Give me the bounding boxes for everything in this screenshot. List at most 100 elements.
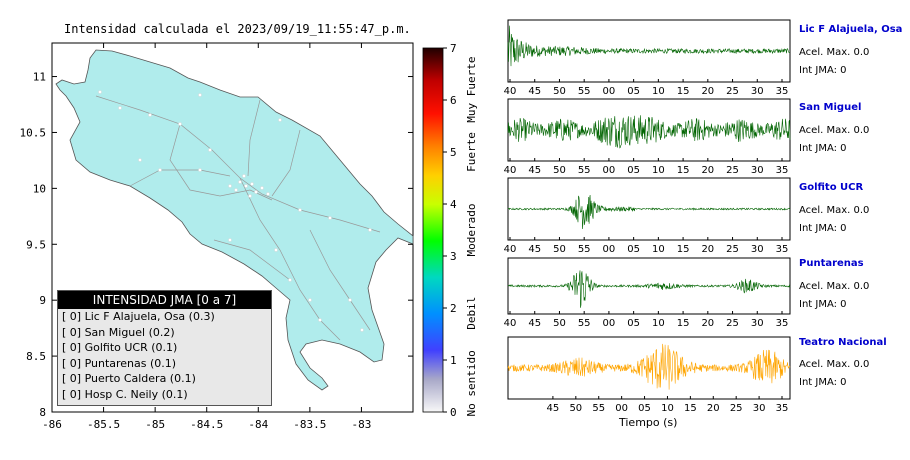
station-marker [234, 188, 238, 192]
trace-tick-label: 55 [578, 318, 591, 329]
trace-tick-label: 20 [707, 403, 720, 414]
trace-tick-label: 55 [578, 165, 591, 176]
trace-tick-label: 45 [547, 403, 560, 414]
colorbar-tick-label: 6 [450, 94, 457, 107]
station-marker [260, 186, 264, 190]
trace-tick-label: 40 [504, 165, 517, 176]
colorbar-tick-label: 4 [450, 198, 457, 211]
legend-row: [ 0] Puerto Caldera (0.1) [62, 372, 196, 386]
trace-tick-label: 20 [701, 318, 714, 329]
station-acel: Acel. Max. 0.0 [799, 125, 870, 136]
colorbar-category-label: No sentido [465, 350, 478, 416]
station-marker [298, 208, 302, 212]
station-marker [318, 318, 322, 322]
station-marker [228, 238, 232, 242]
trace-tick-label: 30 [751, 165, 764, 176]
trace-tick-label: 50 [553, 244, 566, 255]
station-marker [178, 122, 182, 126]
road-line [247, 99, 261, 177]
trace-tick-label: 45 [528, 165, 541, 176]
lat-tick-label: 9.5 [26, 238, 46, 251]
station-marker [98, 90, 102, 94]
station-acel: Acel. Max. 0.0 [799, 359, 870, 370]
colorbar-tick-label: 7 [450, 44, 457, 55]
trace-tick-label: 40 [504, 244, 517, 255]
lon-tick-label: -84.5 [190, 418, 223, 431]
seismogram-trace [507, 115, 791, 149]
trace-tick-label: 00 [603, 318, 616, 329]
trace-tick-label: 40 [504, 86, 517, 97]
station-marker [208, 148, 212, 152]
station-name: San Miguel [799, 102, 862, 113]
trace-tick-label: 55 [578, 86, 591, 97]
station-name: Puntarenas [799, 258, 864, 269]
trace-tick-label: 35 [776, 86, 789, 97]
lat-tick-label: 8.5 [26, 350, 46, 363]
colorbar-tick-label: 1 [450, 354, 457, 367]
trace-tick-label: 50 [569, 403, 582, 414]
trace-tick-label: 20 [701, 86, 714, 97]
road-line [129, 169, 231, 187]
trace-tick-label: 25 [726, 318, 739, 329]
trace-tick-label: 50 [553, 318, 566, 329]
station-marker [368, 228, 372, 232]
road-line [239, 177, 341, 341]
station-int: Int JMA: 0 [799, 223, 847, 234]
station-marker [138, 158, 142, 162]
trace-tick-label: 15 [684, 403, 697, 414]
station-marker [118, 106, 122, 110]
lon-tick-label: -83.5 [293, 418, 326, 431]
trace-tick-label: 55 [578, 244, 591, 255]
lat-tick-label: 10 [33, 182, 46, 195]
trace-tick-label: 35 [776, 318, 789, 329]
trace-tick-label: 50 [553, 86, 566, 97]
lat-tick-label: 9 [39, 294, 46, 307]
lon-tick-label: -86 [42, 418, 62, 431]
lat-tick-label: 10.5 [20, 126, 47, 139]
trace-tick-label: 30 [751, 318, 764, 329]
trace-tick-label: 40 [504, 318, 517, 329]
station-marker [254, 190, 258, 194]
trace-tick-label: 10 [652, 244, 665, 255]
trace-tick-label: 00 [603, 86, 616, 97]
colorbar-tick-label: 0 [450, 406, 457, 419]
seismogram-trace [507, 25, 791, 67]
trace-tick-label: 55 [592, 403, 605, 414]
trace-tick-label: 15 [677, 86, 690, 97]
trace-tick-label: 10 [652, 318, 665, 329]
trace-tick-label: 15 [677, 165, 690, 176]
station-marker [328, 216, 332, 220]
lon-tick-label: -85.5 [87, 418, 120, 431]
station-marker [266, 192, 270, 196]
lon-tick-label: -83 [351, 418, 371, 431]
legend-header: INTENSIDAD JMA [0 a 7] [58, 291, 271, 309]
station-marker [348, 298, 352, 302]
station-name: Lic F Alajuela, Osa [799, 24, 903, 35]
trace-tick-label: 10 [661, 403, 674, 414]
station-marker [250, 182, 254, 186]
station-marker [248, 194, 252, 198]
trace-tick-label: 35 [776, 244, 789, 255]
road-line [213, 239, 291, 281]
station-marker [242, 174, 246, 178]
trace-tick-label: 15 [677, 244, 690, 255]
legend-row: [ 0] Puntarenas (0.1) [62, 356, 177, 370]
trace-tick-label: 05 [638, 403, 651, 414]
seismogram-trace [507, 270, 791, 308]
colorbar-category-label: Muy Fuerte [465, 56, 478, 122]
road-line [169, 123, 273, 201]
colorbar-tick-label: 2 [450, 302, 457, 315]
colorbar-category-label: Fuerte [465, 132, 478, 172]
trace-tick-label: 45 [528, 86, 541, 97]
colorbar-category-label: Moderado [465, 204, 478, 257]
station-acel: Acel. Max. 0.0 [799, 281, 870, 292]
chart-title: Intensidad calculada el 2023/09/19_11:55… [64, 22, 411, 36]
station-marker [228, 184, 232, 188]
intensity-legend: INTENSIDAD JMA [0 a 7] [ 0] Lic F Alajue… [57, 290, 272, 406]
legend-row: [ 0] Hosp C. Neily (0.1) [62, 387, 188, 401]
trace-tick-label: 45 [528, 244, 541, 255]
trace-tick-label: 05 [627, 318, 640, 329]
colorbar-category-label: Debil [465, 297, 478, 330]
intensity-colorbar: 0 1 2 3 4 5 6 7 No sentido Debil Moderado Fuerte Muy… [422, 44, 478, 419]
